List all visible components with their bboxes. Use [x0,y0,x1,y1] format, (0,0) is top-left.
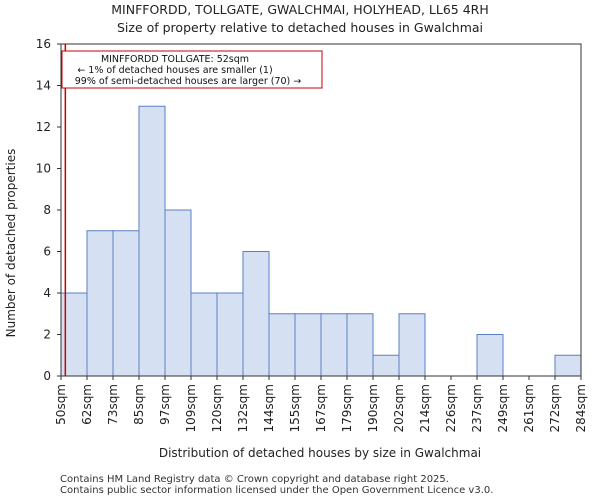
x-tick-label-5: 109sqm [184,384,198,432]
x-axis-label: Distribution of detached houses by size … [159,446,481,460]
histogram-chart: 0 2 4 6 8 10 12 14 16 50sqm 62sqm 73sqm 85sqm 97sqm 1… [4,37,588,460]
bar-2 [112,230,140,377]
bar-6 [216,292,244,377]
y-axis-ticks: 0 2 4 6 8 10 12 14 16 [36,37,61,383]
bar-16 [476,334,504,377]
x-tick-label-18: 261sqm [522,384,536,432]
y-tick-label-7: 14 [36,79,51,93]
bar-19 [554,354,582,377]
bar-11 [346,313,374,377]
x-tick-label-8: 144sqm [262,384,276,432]
x-tick-label-7: 132sqm [236,384,250,432]
bar-10 [320,313,348,377]
x-tick-label-13: 202sqm [392,384,406,432]
annotation-line-1: MINFFORDD TOLLGATE: 52sqm [101,54,249,65]
chart-title: MINFFORDD, TOLLGATE, GWALCHMAI, HOLYHEAD… [111,2,489,17]
y-axis-label: Number of detached properties [4,149,18,338]
x-tick-label-17: 249sqm [496,384,510,432]
bar-13 [398,313,426,377]
x-tick-label-4: 97sqm [158,384,172,425]
bar-12 [372,354,400,377]
x-tick-label-9: 155sqm [288,384,302,432]
bar-9 [294,313,322,377]
x-tick-label-10: 167sqm [314,384,328,432]
plot-frame [60,43,582,377]
x-tick-label-6: 120sqm [210,384,224,432]
y-tick-label-1: 2 [43,328,51,342]
bar-8 [268,313,296,377]
y-tick-label-5: 10 [36,162,51,176]
x-tick-label-15: 226sqm [444,384,458,432]
bars-group [60,105,582,377]
x-tick-label-14: 214sqm [418,384,432,432]
bar-4 [164,209,192,377]
annotation-box [61,50,323,89]
x-tick-label-3: 85sqm [132,384,146,425]
x-tick-label-11: 179sqm [340,384,354,432]
bar-3 [138,105,166,377]
chart-subtitle: Size of property relative to detached ho… [116,20,484,35]
y-tick-label-4: 8 [43,203,51,217]
y-tick-label-0: 0 [43,369,51,383]
annotation-line-3: 99% of semi-detached houses are larger (… [75,76,302,87]
x-tick-label-12: 190sqm [366,384,380,432]
y-tick-label-8: 16 [36,37,51,51]
x-tick-label-19: 272sqm [548,384,562,432]
y-tick-label-6: 12 [36,120,51,134]
bar-1 [86,230,114,377]
x-tick-label-0: 50sqm [54,384,68,425]
footer-licence-line: Contains public sector information licen… [60,485,494,496]
x-tick-label-20: 284sqm [574,384,588,432]
y-tick-label-3: 6 [43,245,51,259]
bar-7 [242,251,270,377]
x-tick-label-16: 237sqm [470,384,484,432]
annotation-line-2: ← 1% of detached houses are smaller (1) [77,65,272,76]
x-axis-ticks: 50sqm 62sqm 73sqm 85sqm 97sqm 109sqm 120sqm 132… [54,376,588,432]
x-tick-label-1: 62sqm [80,384,94,425]
x-tick-label-2: 73sqm [106,384,120,425]
footer-copyright-line: Contains HM Land Registry data © Crown c… [60,474,449,485]
y-tick-label-2: 4 [43,286,51,300]
bar-5 [190,292,218,377]
